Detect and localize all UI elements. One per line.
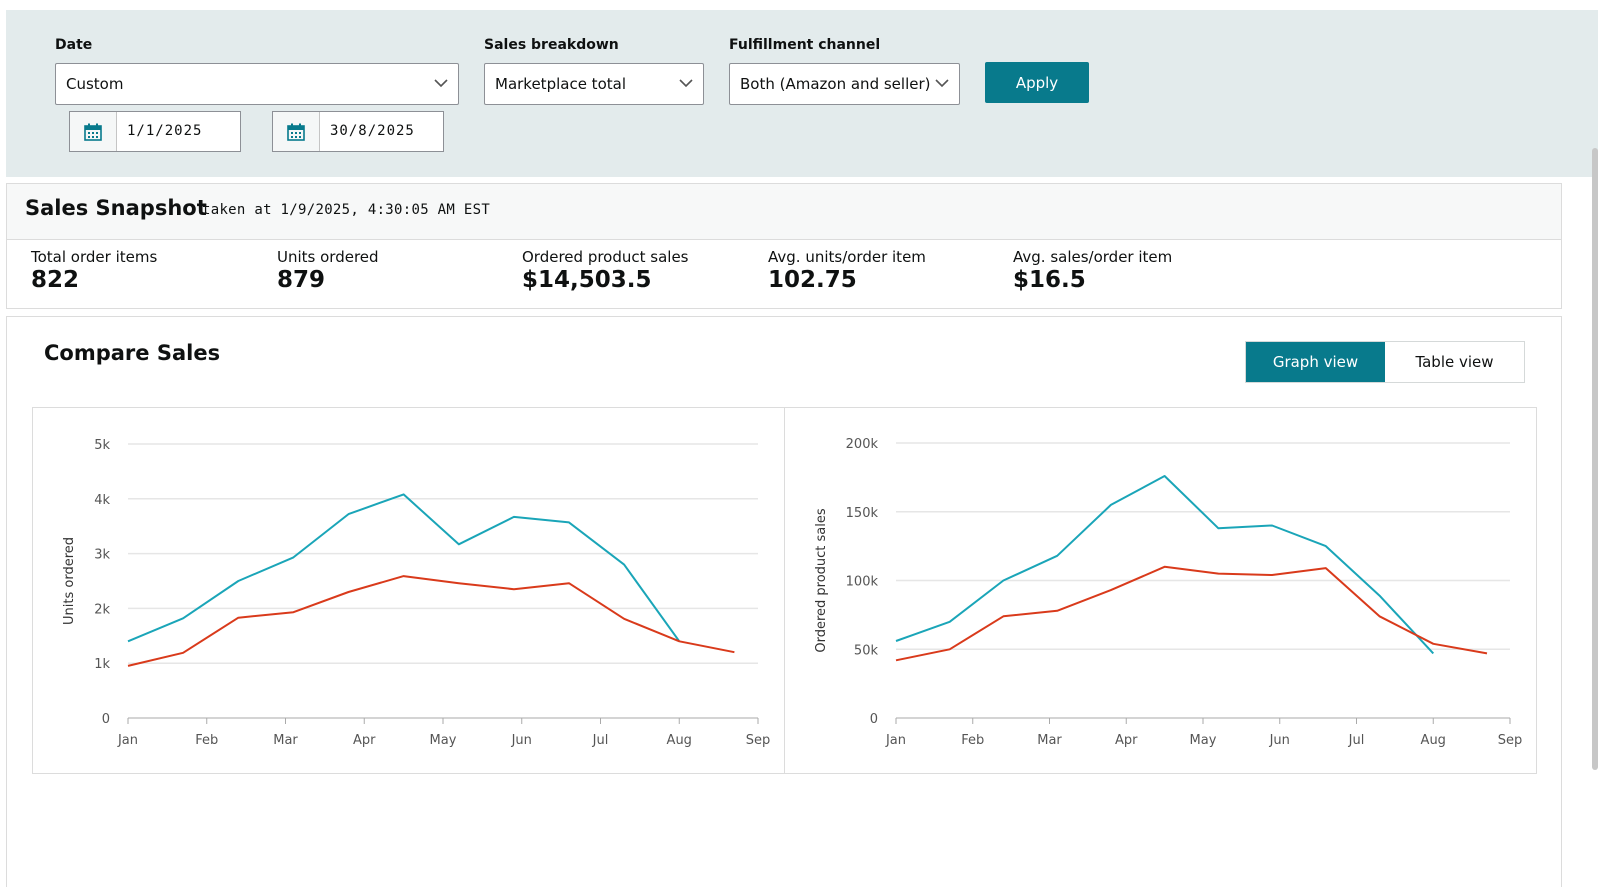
x-tick-label: Feb <box>195 733 218 748</box>
chevron-down-icon <box>434 79 448 88</box>
y-tick-label: 200k <box>846 437 879 452</box>
x-tick-label: Sep <box>1498 733 1523 748</box>
x-tick-label: Apr <box>353 733 376 748</box>
sales-snapshot-panel: Sales Snapshot taken at 1/9/2025, 4:30:0… <box>6 183 1562 309</box>
x-tick-label: Aug <box>1421 733 1446 748</box>
metric-avg-sales-per-order-item: Avg. sales/order item $16.5 <box>1013 248 1172 293</box>
metric-label: Total order items <box>31 248 158 266</box>
end-date-value: 30/8/2025 <box>330 123 415 139</box>
x-tick-label: Jan <box>117 733 138 748</box>
chart-divider <box>784 408 785 773</box>
metric-avg-units-per-order-item: Avg. units/order item 102.75 <box>768 248 926 293</box>
x-tick-label: Jun <box>511 733 532 748</box>
metric-label: Ordered product sales <box>522 248 689 266</box>
x-tick-label: Feb <box>961 733 984 748</box>
date-label: Date <box>55 37 93 53</box>
calendar-icon[interactable] <box>273 112 320 151</box>
x-tick-label: May <box>430 733 457 748</box>
series-line-teal <box>127 493 681 643</box>
x-tick-label: Jul <box>1348 733 1365 748</box>
y-tick-label: 3k <box>94 548 110 563</box>
snapshot-title: Sales Snapshot <box>25 196 207 220</box>
metric-value: 879 <box>277 267 326 293</box>
y-tick-label: 50k <box>854 643 879 658</box>
breakdown-select-value: Marketplace total <box>495 75 626 93</box>
start-date-field[interactable]: 1/1/2025 <box>69 111 241 152</box>
compare-sales-panel: Compare Sales Graph view Table view 0 1k 2… <box>6 316 1562 887</box>
x-tick-label: Aug <box>667 733 692 748</box>
y-tick-label: 5k <box>94 438 110 453</box>
charts-container: 0 1k 2k 3k 4k 5k Jan Feb Mar Apr May Jun Jul Aug Sep Un… <box>32 407 1537 774</box>
snapshot-timestamp: taken at 1/9/2025, 4:30:05 AM EST <box>202 202 491 218</box>
series-line-teal <box>895 475 1435 655</box>
metric-value: 822 <box>31 267 80 293</box>
y-axis-label: Units ordered <box>62 537 77 625</box>
x-tick-label: Jul <box>592 733 609 748</box>
fulfillment-select[interactable]: Both (Amazon and seller) <box>729 63 960 105</box>
fulfillment-select-value: Both (Amazon and seller) <box>740 75 931 93</box>
series-line-red <box>127 575 735 667</box>
y-axis-label: Ordered product sales <box>814 508 829 653</box>
metric-total-order-items: Total order items 822 <box>31 248 157 293</box>
y-tick-label: 0 <box>102 712 110 727</box>
compare-sales-title: Compare Sales <box>44 341 221 365</box>
x-tick-label: Apr <box>1115 733 1138 748</box>
units-ordered-chart: 0 1k 2k 3k 4k 5k Jan Feb Mar Apr May Jun Jul Aug Sep Un… <box>62 438 771 748</box>
metric-label: Avg. sales/order item <box>1013 248 1173 266</box>
fulfillment-label: Fulfillment channel <box>729 37 881 53</box>
x-tick-label: Mar <box>273 733 298 748</box>
end-date-field[interactable]: 30/8/2025 <box>272 111 444 152</box>
metric-label: Avg. units/order item <box>768 248 926 266</box>
snapshot-header: Sales Snapshot taken at 1/9/2025, 4:30:0… <box>7 184 1561 240</box>
metric-value: 102.75 <box>768 267 857 293</box>
chevron-down-icon <box>935 79 949 88</box>
ordered-product-sales-chart: 0 50k 100k 150k 200k Jan Feb Mar Apr May Jun Jul Aug… <box>814 437 1523 748</box>
metric-value: $14,503.5 <box>522 267 652 293</box>
y-tick-label: 100k <box>846 575 879 590</box>
date-select-value: Custom <box>66 75 124 93</box>
metric-ordered-product-sales: Ordered product sales $14,503.5 <box>522 248 689 293</box>
x-tick-label: May <box>1190 733 1217 748</box>
series-line-red <box>895 565 1488 662</box>
graph-view-button[interactable]: Graph view <box>1246 342 1385 382</box>
y-tick-label: 0 <box>870 712 878 727</box>
y-tick-label: 2k <box>94 602 110 617</box>
breakdown-label: Sales breakdown <box>484 37 619 53</box>
chevron-down-icon <box>679 79 693 88</box>
x-tick-label: Sep <box>746 733 771 748</box>
y-tick-label: 1k <box>94 657 110 672</box>
x-tick-label: Jan <box>885 733 906 748</box>
x-tick-label: Jun <box>1269 733 1290 748</box>
start-date-value: 1/1/2025 <box>127 123 203 139</box>
scrollbar[interactable] <box>1592 148 1598 770</box>
view-toggle: Graph view Table view <box>1245 341 1525 383</box>
y-tick-label: 150k <box>846 506 879 521</box>
filter-bar: Date Custom Sales breakdown Marketplace … <box>6 10 1598 177</box>
apply-button[interactable]: Apply <box>985 62 1089 103</box>
calendar-icon[interactable] <box>70 112 117 151</box>
metric-label: Units ordered <box>277 248 379 266</box>
metric-units-ordered: Units ordered 879 <box>277 248 379 293</box>
table-view-button[interactable]: Table view <box>1385 342 1524 382</box>
breakdown-select[interactable]: Marketplace total <box>484 63 704 105</box>
metric-value: $16.5 <box>1013 267 1086 293</box>
y-tick-label: 4k <box>94 493 110 508</box>
x-tick-label: Mar <box>1037 733 1062 748</box>
date-select[interactable]: Custom <box>55 63 459 105</box>
